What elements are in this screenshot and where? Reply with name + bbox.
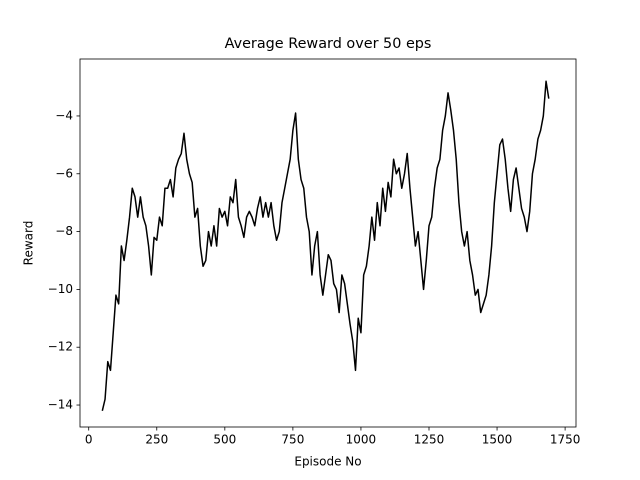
- x-tick-label: 0: [85, 433, 93, 447]
- x-tick-label: 500: [213, 433, 236, 447]
- y-axis-label: Reward: [22, 221, 36, 266]
- x-tick-label: 1000: [346, 433, 377, 447]
- x-tick-label: 1500: [482, 433, 513, 447]
- axes-frame: [79, 58, 577, 428]
- x-tick-label: 1750: [550, 433, 581, 447]
- x-tick-label: 250: [145, 433, 168, 447]
- y-tick-label: −10: [48, 282, 73, 296]
- y-tick-label: −4: [55, 108, 73, 122]
- y-tick-label: −8: [55, 224, 73, 238]
- line-series: [101, 80, 550, 411]
- x-tick-label: 1250: [414, 433, 445, 447]
- y-tick-label: −6: [55, 166, 73, 180]
- x-axis-label: Episode No: [294, 455, 361, 469]
- y-tick-label: −12: [48, 340, 73, 354]
- x-tick-label: 750: [281, 433, 304, 447]
- chart-title: Average Reward over 50 eps: [225, 36, 432, 52]
- y-tick-label: −14: [48, 398, 73, 412]
